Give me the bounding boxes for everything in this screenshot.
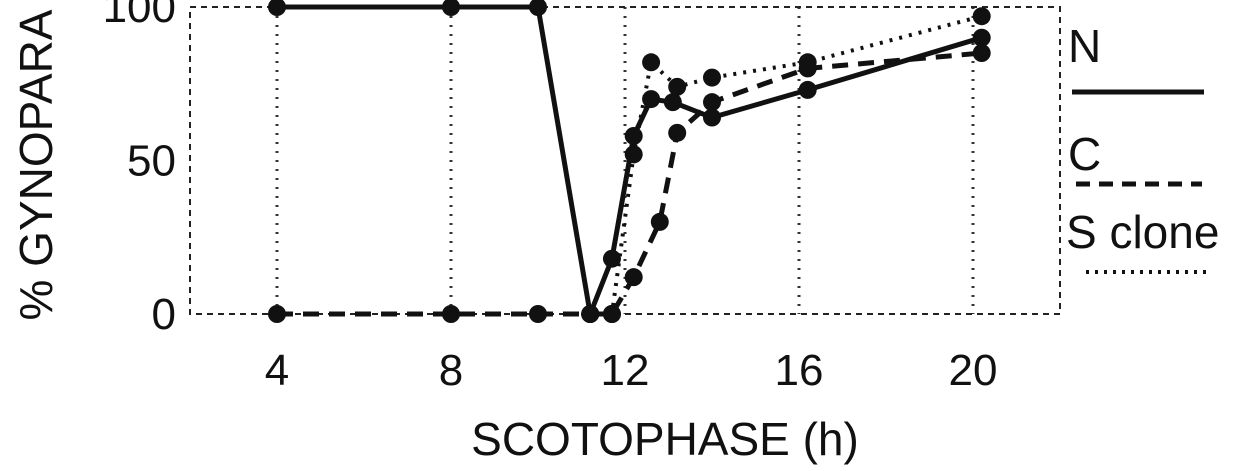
y-tick-label: 100	[103, 0, 176, 32]
data-point-dotted	[668, 77, 687, 96]
data-point-dotted	[624, 145, 643, 164]
data-point-solid	[602, 249, 621, 268]
series-layer	[268, 0, 991, 323]
data-point-solid	[624, 126, 643, 145]
data-point-dotted	[602, 305, 621, 323]
data-point-dashed	[268, 305, 286, 323]
y-axis-label: % GYNOPARA	[10, 9, 62, 320]
data-point-solid	[663, 93, 682, 112]
data-point-solid	[798, 80, 817, 99]
data-point-solid	[268, 0, 286, 16]
data-point-dashed	[624, 268, 643, 287]
data-point-dotted	[703, 68, 721, 87]
y-tick-label: 50	[127, 137, 176, 186]
data-point-dashed	[668, 123, 687, 142]
data-point-dotted	[642, 53, 661, 72]
data-point-dotted	[581, 305, 600, 323]
data-point-dotted	[972, 7, 991, 26]
grid-lines	[275, 7, 975, 314]
data-point-dashed	[529, 305, 547, 323]
data-point-dotted	[798, 53, 817, 72]
legend-label-c: C	[1068, 128, 1101, 180]
legend-label-n: N	[1068, 20, 1101, 72]
x-axis-label: SCOTOPHASE (h)	[471, 413, 859, 465]
tick-labels: 4 8 12 16 20 0 50 100	[103, 0, 998, 395]
x-tick-label: 20	[949, 346, 998, 395]
data-point-solid	[703, 108, 721, 127]
plot-frame	[189, 6, 1061, 315]
data-point-solid	[529, 0, 547, 16]
data-point-solid	[642, 90, 661, 109]
data-point-dashed	[650, 212, 669, 231]
data-point-dashed	[703, 93, 721, 112]
data-point-solid	[972, 28, 991, 47]
data-point-solid	[442, 0, 460, 16]
legend: N C S clone	[1066, 20, 1219, 274]
data-point-dashed	[442, 305, 460, 323]
x-tick-label: 8	[439, 346, 463, 395]
x-tick-label: 4	[265, 346, 289, 395]
x-tick-label: 16	[775, 346, 824, 395]
y-tick-label: 0	[152, 290, 176, 339]
data-point-dashed	[972, 44, 991, 63]
legend-label-s-clone: S clone	[1066, 206, 1219, 258]
x-tick-label: 12	[601, 346, 650, 395]
